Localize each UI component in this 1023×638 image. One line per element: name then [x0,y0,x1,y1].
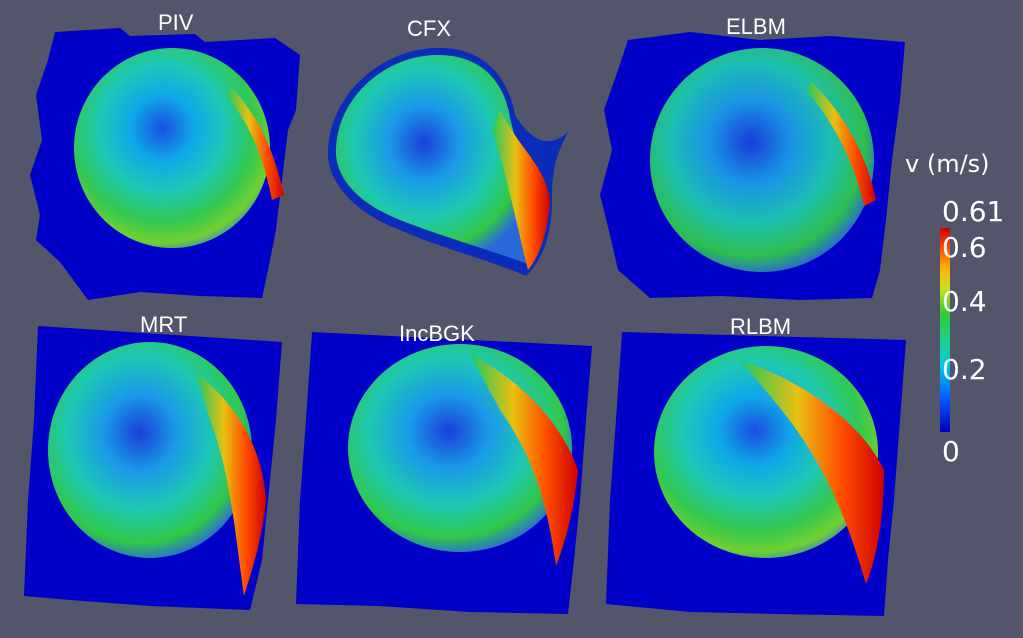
cfx-panel [327,47,568,276]
legend-max-label: 0.61 [942,195,1005,228]
panel-label-cfx: CFX [407,16,451,41]
incbgk-panel [296,332,592,614]
piv-panel [30,28,300,300]
colorbar-gradient [940,228,950,432]
legend-tick-0-6: 0.6 [942,231,987,264]
cfx-jet [492,110,550,270]
piv-jet [226,88,284,200]
elbm-vortex [650,48,874,272]
rlbm-jet [740,360,884,584]
elbm-panel [600,32,905,300]
legend-tick-0-4: 0.4 [942,285,987,318]
mrt-panel [24,326,282,610]
panel-label-elbm: ELBM [726,14,786,39]
incbgk-jet [470,354,578,566]
cfx-vortex [335,54,532,264]
rlbm-vortex [654,346,878,558]
mrt-vortex [48,342,252,558]
mrt-jet [196,372,266,596]
elbm-jet [806,82,876,206]
panel-label-incbgk: IncBGK [399,321,475,346]
panel-label-rlbm: RLBM [730,314,792,339]
legend-tick-0: 0 [942,435,960,468]
piv-vortex [74,48,270,248]
panel-label-mrt: MRT [140,312,188,337]
rlbm-panel [606,332,906,616]
legend-tick-0-2: 0.2 [942,353,987,386]
panel-label-piv: PIV [158,10,194,35]
legend-title: v (m/s) [905,150,990,178]
